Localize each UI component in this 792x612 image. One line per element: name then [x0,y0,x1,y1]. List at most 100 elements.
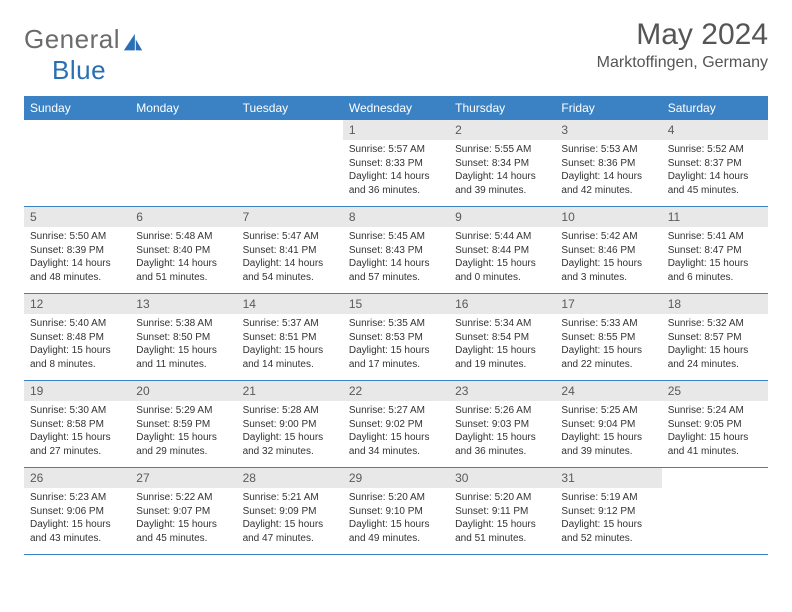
calendar-day: 26Sunrise: 5:23 AMSunset: 9:06 PMDayligh… [24,468,130,554]
calendar-day: 27Sunrise: 5:22 AMSunset: 9:07 PMDayligh… [130,468,236,554]
day-body: Sunrise: 5:34 AMSunset: 8:54 PMDaylight:… [449,314,555,377]
sunset-line: Sunset: 8:48 PM [30,331,124,345]
sunset-line: Sunset: 9:07 PM [136,505,230,519]
daylight-line: Daylight: 14 hours and 45 minutes. [668,170,762,197]
page-header: GeneralBlue May 2024 Marktoffingen, Germ… [24,18,768,86]
day-body: Sunrise: 5:40 AMSunset: 8:48 PMDaylight:… [24,314,130,377]
weekday-header: Saturday [662,96,768,120]
sunrise-line: Sunrise: 5:23 AM [30,491,124,505]
day-body: Sunrise: 5:57 AMSunset: 8:33 PMDaylight:… [343,140,449,203]
weekday-header: Tuesday [237,96,343,120]
sunrise-line: Sunrise: 5:53 AM [561,143,655,157]
calendar-day: 17Sunrise: 5:33 AMSunset: 8:55 PMDayligh… [555,294,661,380]
day-body: Sunrise: 5:41 AMSunset: 8:47 PMDaylight:… [662,227,768,290]
day-body: Sunrise: 5:42 AMSunset: 8:46 PMDaylight:… [555,227,661,290]
day-number: 7 [237,207,343,227]
sunset-line: Sunset: 8:40 PM [136,244,230,258]
weekday-header: Sunday [24,96,130,120]
day-body: Sunrise: 5:21 AMSunset: 9:09 PMDaylight:… [237,488,343,551]
sunset-line: Sunset: 8:33 PM [349,157,443,171]
brand-logo: GeneralBlue [24,24,144,86]
logo-sail-icon [122,30,144,52]
daylight-line: Daylight: 15 hours and 0 minutes. [455,257,549,284]
day-number: 28 [237,468,343,488]
calendar-day: 16Sunrise: 5:34 AMSunset: 8:54 PMDayligh… [449,294,555,380]
sunrise-line: Sunrise: 5:42 AM [561,230,655,244]
calendar-day: 2Sunrise: 5:55 AMSunset: 8:34 PMDaylight… [449,120,555,206]
calendar-day: 19Sunrise: 5:30 AMSunset: 8:58 PMDayligh… [24,381,130,467]
sunrise-line: Sunrise: 5:52 AM [668,143,762,157]
day-body: Sunrise: 5:29 AMSunset: 8:59 PMDaylight:… [130,401,236,464]
day-number: 2 [449,120,555,140]
daylight-line: Daylight: 15 hours and 45 minutes. [136,518,230,545]
daylight-line: Daylight: 15 hours and 41 minutes. [668,431,762,458]
sunset-line: Sunset: 8:41 PM [243,244,337,258]
daylight-line: Daylight: 14 hours and 51 minutes. [136,257,230,284]
day-number: 6 [130,207,236,227]
day-body: Sunrise: 5:50 AMSunset: 8:39 PMDaylight:… [24,227,130,290]
day-number: 24 [555,381,661,401]
calendar-day: 3Sunrise: 5:53 AMSunset: 8:36 PMDaylight… [555,120,661,206]
sunrise-line: Sunrise: 5:20 AM [349,491,443,505]
sunrise-line: Sunrise: 5:37 AM [243,317,337,331]
sunrise-line: Sunrise: 5:28 AM [243,404,337,418]
sunrise-line: Sunrise: 5:30 AM [30,404,124,418]
calendar-day: 9Sunrise: 5:44 AMSunset: 8:44 PMDaylight… [449,207,555,293]
title-block: May 2024 Marktoffingen, Germany [597,18,768,72]
logo-text: GeneralBlue [24,24,144,86]
daylight-line: Daylight: 15 hours and 51 minutes. [455,518,549,545]
calendar-day: 28Sunrise: 5:21 AMSunset: 9:09 PMDayligh… [237,468,343,554]
daylight-line: Daylight: 15 hours and 39 minutes. [561,431,655,458]
sunset-line: Sunset: 8:34 PM [455,157,549,171]
sunset-line: Sunset: 8:37 PM [668,157,762,171]
day-number: 20 [130,381,236,401]
calendar-day: 31Sunrise: 5:19 AMSunset: 9:12 PMDayligh… [555,468,661,554]
daylight-line: Daylight: 15 hours and 17 minutes. [349,344,443,371]
day-body: Sunrise: 5:48 AMSunset: 8:40 PMDaylight:… [130,227,236,290]
sunrise-line: Sunrise: 5:21 AM [243,491,337,505]
daylight-line: Daylight: 14 hours and 48 minutes. [30,257,124,284]
sunset-line: Sunset: 8:44 PM [455,244,549,258]
daylight-line: Daylight: 15 hours and 3 minutes. [561,257,655,284]
daylight-line: Daylight: 15 hours and 43 minutes. [30,518,124,545]
day-number: 23 [449,381,555,401]
sunset-line: Sunset: 8:46 PM [561,244,655,258]
day-body: Sunrise: 5:33 AMSunset: 8:55 PMDaylight:… [555,314,661,377]
day-number: 30 [449,468,555,488]
sunrise-line: Sunrise: 5:41 AM [668,230,762,244]
month-title: May 2024 [597,18,768,52]
day-number: 10 [555,207,661,227]
daylight-line: Daylight: 15 hours and 47 minutes. [243,518,337,545]
sunset-line: Sunset: 9:06 PM [30,505,124,519]
daylight-line: Daylight: 15 hours and 49 minutes. [349,518,443,545]
sunset-line: Sunset: 8:53 PM [349,331,443,345]
day-number: 29 [343,468,449,488]
day-body: Sunrise: 5:28 AMSunset: 9:00 PMDaylight:… [237,401,343,464]
daylight-line: Daylight: 15 hours and 22 minutes. [561,344,655,371]
day-number: 4 [662,120,768,140]
weekday-header: Monday [130,96,236,120]
calendar-day: 5Sunrise: 5:50 AMSunset: 8:39 PMDaylight… [24,207,130,293]
logo-text-general: General [24,24,120,54]
day-body: Sunrise: 5:38 AMSunset: 8:50 PMDaylight:… [130,314,236,377]
sunrise-line: Sunrise: 5:34 AM [455,317,549,331]
sunset-line: Sunset: 9:05 PM [668,418,762,432]
daylight-line: Daylight: 15 hours and 6 minutes. [668,257,762,284]
sunrise-line: Sunrise: 5:40 AM [30,317,124,331]
weekday-header-row: SundayMondayTuesdayWednesdayThursdayFrid… [24,96,768,120]
sunset-line: Sunset: 9:11 PM [455,505,549,519]
calendar-day: 14Sunrise: 5:37 AMSunset: 8:51 PMDayligh… [237,294,343,380]
daylight-line: Daylight: 14 hours and 54 minutes. [243,257,337,284]
sunset-line: Sunset: 9:12 PM [561,505,655,519]
calendar-page: GeneralBlue May 2024 Marktoffingen, Germ… [0,0,792,555]
sunset-line: Sunset: 8:50 PM [136,331,230,345]
calendar-weeks: 1Sunrise: 5:57 AMSunset: 8:33 PMDaylight… [24,120,768,555]
sunset-line: Sunset: 9:02 PM [349,418,443,432]
sunrise-line: Sunrise: 5:25 AM [561,404,655,418]
calendar-day: 20Sunrise: 5:29 AMSunset: 8:59 PMDayligh… [130,381,236,467]
calendar-week: 5Sunrise: 5:50 AMSunset: 8:39 PMDaylight… [24,207,768,294]
sunrise-line: Sunrise: 5:19 AM [561,491,655,505]
sunset-line: Sunset: 9:10 PM [349,505,443,519]
day-body: Sunrise: 5:30 AMSunset: 8:58 PMDaylight:… [24,401,130,464]
day-body: Sunrise: 5:32 AMSunset: 8:57 PMDaylight:… [662,314,768,377]
